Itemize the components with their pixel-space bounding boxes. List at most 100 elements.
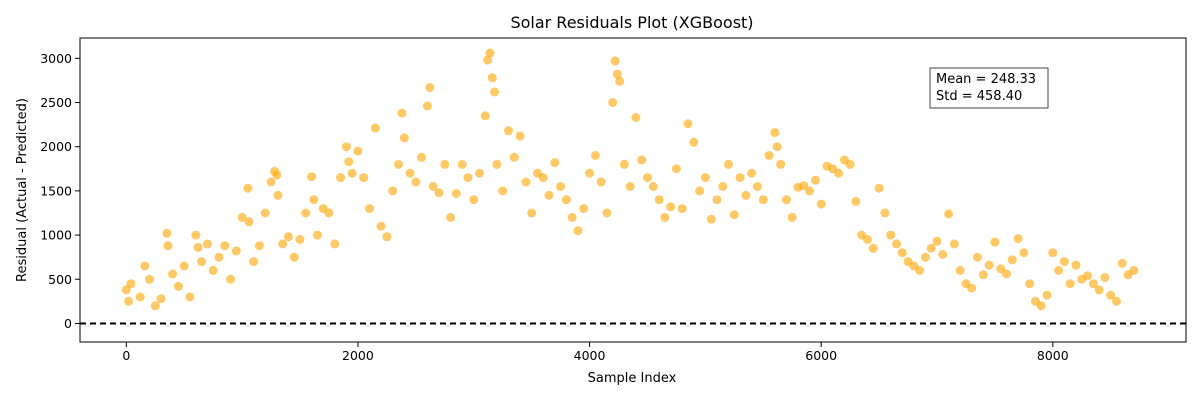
axes: 0 2000 4000 6000 8000 0 500 1000 1500 2000 2500 300… — [40, 37, 1187, 363]
data-point — [671, 164, 681, 174]
data-point — [353, 146, 363, 156]
y-tick-label: 2500 — [40, 95, 72, 110]
data-point — [585, 168, 595, 178]
data-point — [515, 131, 525, 141]
data-point — [347, 168, 357, 178]
data-point — [834, 168, 844, 178]
data-point — [405, 168, 415, 178]
data-point — [573, 226, 583, 236]
data-point — [309, 195, 319, 205]
data-point — [724, 159, 733, 169]
data-point — [544, 190, 554, 200]
data-point — [126, 279, 136, 289]
y-axis-label: Residual (Actual - Predicted) — [15, 98, 30, 282]
data-point — [457, 159, 467, 169]
y-tick-label: 1500 — [40, 183, 72, 198]
data-point — [990, 237, 1000, 247]
data-point — [173, 281, 183, 291]
data-point — [712, 195, 722, 205]
data-point — [485, 48, 495, 58]
data-point — [886, 230, 896, 240]
data-point — [579, 204, 589, 214]
plot-frame — [79, 37, 1187, 343]
data-point — [1117, 258, 1127, 268]
data-point — [411, 177, 421, 187]
data-point — [451, 189, 461, 198]
data-point — [1059, 257, 1069, 267]
data-point — [1036, 301, 1046, 311]
stats-annotation: Mean = 248.33 Std = 458.40 — [929, 67, 1049, 109]
data-point — [1048, 248, 1058, 258]
data-point — [1100, 273, 1110, 282]
data-point — [753, 182, 762, 191]
data-point — [747, 168, 757, 178]
data-point — [863, 235, 872, 244]
data-point — [770, 128, 780, 138]
data-point — [365, 204, 374, 214]
data-point — [1065, 279, 1075, 289]
x-tick-label: 8000 — [1037, 348, 1069, 363]
data-point — [915, 265, 925, 275]
data-point — [561, 195, 571, 205]
data-point — [973, 252, 982, 262]
data-point — [202, 239, 212, 249]
data-point — [244, 217, 254, 227]
data-point — [399, 133, 409, 143]
data-point — [631, 113, 641, 122]
data-point — [163, 241, 173, 251]
data-point — [150, 301, 160, 311]
data-point — [776, 159, 786, 169]
data-point — [446, 212, 456, 222]
data-point — [440, 159, 450, 169]
data-point — [162, 228, 172, 238]
data-point — [787, 212, 797, 222]
data-point — [382, 232, 392, 242]
x-tick-label: 6000 — [805, 348, 837, 363]
data-point — [521, 177, 531, 187]
data-point — [249, 257, 259, 267]
data-point — [944, 209, 954, 219]
data-point — [729, 210, 739, 220]
data-point — [1129, 265, 1139, 275]
data-point — [556, 182, 566, 191]
data-point — [706, 214, 716, 224]
data-point — [197, 257, 207, 267]
data-point — [255, 241, 264, 251]
data-point — [612, 69, 622, 79]
data-point — [498, 186, 508, 196]
y-tick-label: 1000 — [40, 228, 72, 243]
data-point — [1019, 248, 1029, 258]
data-point — [810, 175, 820, 185]
data-point — [341, 142, 351, 152]
data-point — [376, 221, 386, 231]
data-point — [550, 158, 560, 168]
data-point — [344, 157, 354, 167]
data-point — [608, 98, 618, 107]
data-point — [135, 292, 145, 302]
data-point — [243, 183, 253, 193]
x-tick-label: 4000 — [574, 348, 606, 363]
data-point — [666, 202, 676, 212]
data-point — [897, 248, 907, 258]
data-point — [625, 182, 635, 191]
data-point — [434, 188, 444, 198]
data-point — [689, 137, 699, 147]
data-point — [492, 159, 502, 169]
data-point — [278, 239, 288, 249]
data-point — [370, 123, 380, 133]
y-tick-label: 0 — [64, 316, 72, 331]
data-point — [487, 73, 497, 83]
data-point — [996, 264, 1006, 274]
x-tick-label: 0 — [122, 348, 130, 363]
data-point — [509, 152, 519, 162]
data-point — [1112, 296, 1121, 306]
scatter-points — [121, 48, 1139, 311]
data-point — [938, 250, 948, 259]
data-point — [955, 265, 965, 275]
data-point — [359, 173, 369, 183]
data-point — [851, 197, 861, 206]
data-point — [615, 76, 625, 86]
y-tick-label: 500 — [48, 272, 72, 287]
data-point — [880, 208, 890, 218]
